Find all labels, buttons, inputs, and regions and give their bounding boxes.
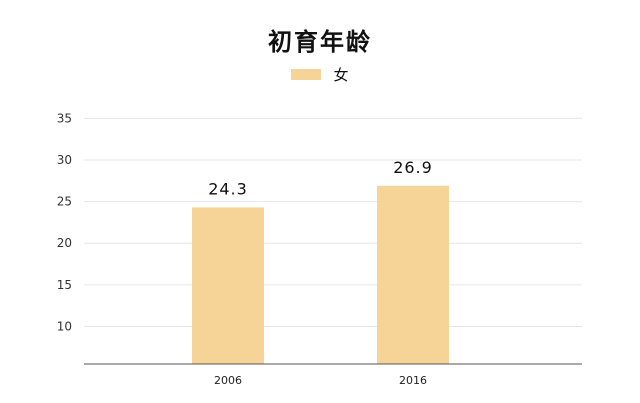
bar-2016 (377, 185, 449, 364)
y-axis-ticks: 10 15 20 25 30 35 (57, 111, 72, 333)
bars (192, 185, 449, 364)
data-label-2006: 24.3 (208, 179, 248, 198)
legend-swatch (291, 69, 322, 80)
y-tick-label: 35 (57, 111, 72, 125)
bar-2006 (192, 207, 264, 364)
grid-lines (84, 117, 582, 328)
x-tick-label-2016: 2016 (399, 374, 427, 387)
y-tick-label: 10 (57, 320, 72, 334)
data-labels: 24.3 26.9 (208, 158, 433, 199)
data-label-2016: 26.9 (393, 158, 433, 177)
x-tick-label-2006: 2006 (214, 374, 242, 387)
legend-label: 女 (333, 66, 349, 84)
y-tick-label: 25 (57, 195, 72, 209)
y-tick-label: 15 (57, 278, 72, 292)
x-axis-ticks: 2006 2016 (214, 374, 427, 387)
y-tick-label: 20 (57, 236, 72, 250)
legend: 女 (0, 64, 640, 85)
y-tick-label: 30 (57, 153, 72, 167)
chart-title: 初育年龄 (268, 28, 372, 56)
